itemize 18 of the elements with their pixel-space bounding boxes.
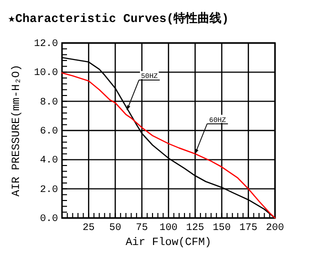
- x-tick-label: 100: [159, 223, 178, 234]
- x-tick-label: 25: [82, 223, 95, 234]
- y-tick-label: 10.0: [34, 68, 58, 80]
- y-axis-title: AIR PRESSURE(mm-H₂O): [11, 64, 23, 197]
- y-tick-label: 2.0: [40, 184, 58, 196]
- x-axis-title: Air Flow(CFM): [126, 237, 212, 249]
- y-tick-label: 6.0: [40, 126, 58, 138]
- x-tick-label: 150: [212, 223, 231, 234]
- x-tick-label: 75: [136, 223, 148, 234]
- x-tick-label: 200: [266, 223, 284, 234]
- x-tick-label: 50: [109, 223, 122, 234]
- chart-title: ★Characteristic Curves(特性曲线): [8, 11, 229, 26]
- y-tick-label: 0.0: [40, 214, 58, 225]
- x-tick-label: 125: [186, 223, 204, 234]
- x-tick-label: 175: [239, 223, 258, 234]
- y-tick-label: 8.0: [40, 97, 58, 108]
- y-tick-label: 12.0: [34, 39, 58, 50]
- y-tick-label: 4.0: [40, 156, 58, 167]
